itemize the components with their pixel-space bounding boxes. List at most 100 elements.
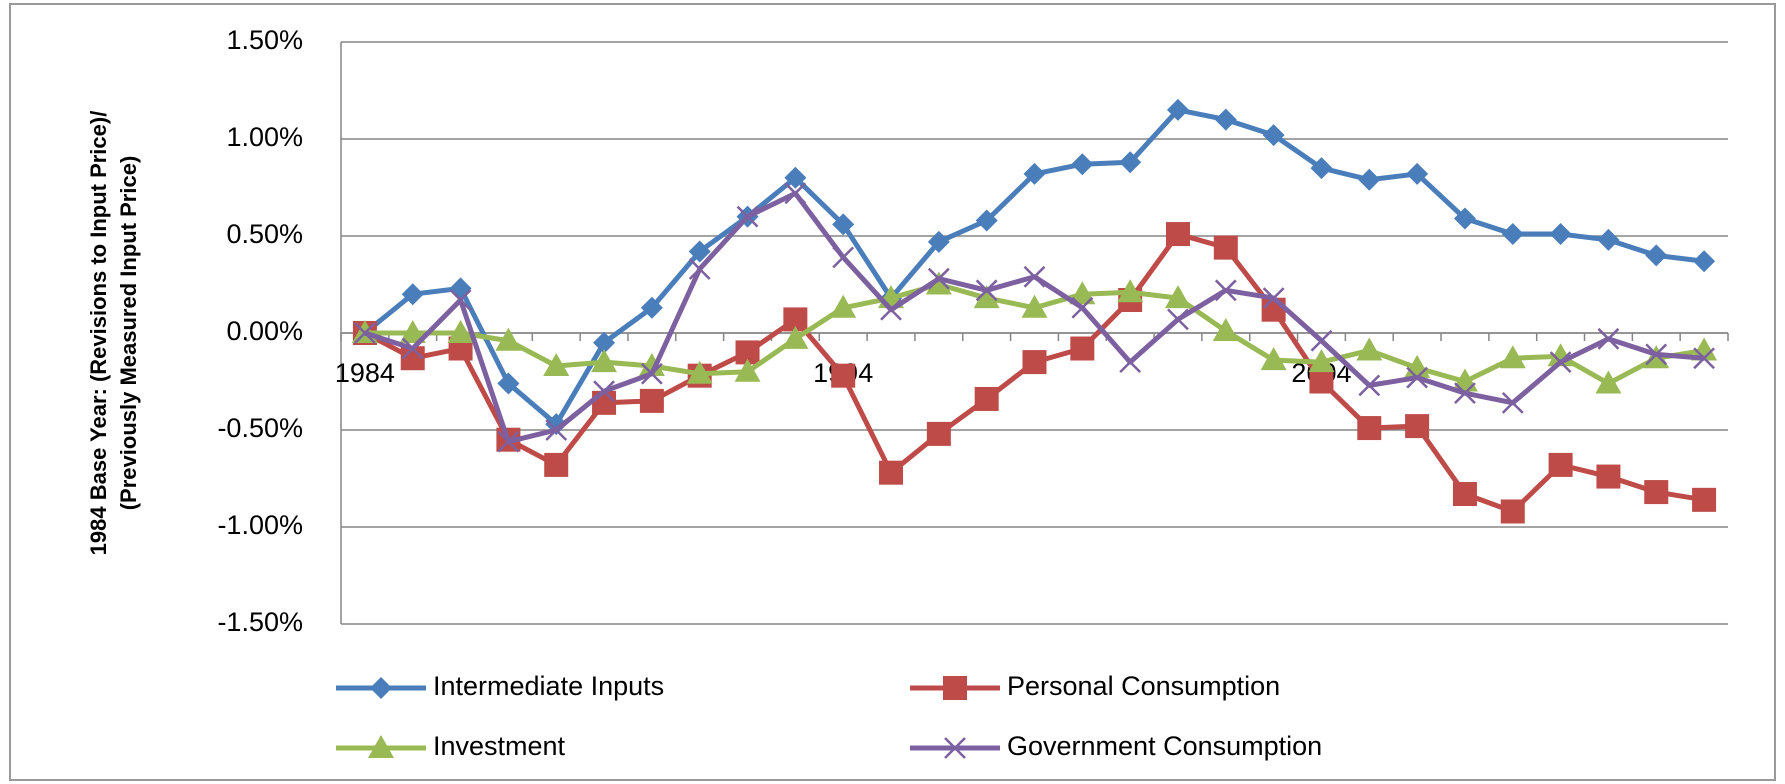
data-point: [1500, 499, 1525, 524]
y-tick-label: 1.00%: [226, 122, 303, 152]
data-point: [1262, 287, 1285, 309]
y-tick-label: 0.00%: [226, 316, 303, 346]
data-point: [1166, 98, 1189, 121]
data-point: [639, 388, 664, 413]
data-point: [593, 380, 615, 403]
data-point: [1310, 157, 1333, 180]
data-point: [1119, 151, 1142, 174]
data-point: [401, 283, 424, 306]
legend-marker: [368, 735, 394, 758]
data-point: [1023, 265, 1046, 288]
x-tick-label: 1984: [335, 358, 395, 388]
y-axis-label: 1984 Base Year: (Revisions to Input Pric…: [86, 111, 111, 556]
data-point: [974, 386, 999, 411]
chart-frame: [9, 3, 1776, 781]
legend-label: Personal Consumption: [1007, 671, 1280, 701]
data-point: [1452, 482, 1477, 507]
y-tick-label: 1.50%: [226, 25, 303, 55]
data-point: [1022, 350, 1047, 375]
data-point: [831, 363, 856, 388]
data-point: [1358, 374, 1381, 397]
data-point: [1692, 487, 1717, 512]
legend-label: Intermediate Inputs: [433, 671, 664, 701]
data-point: [1071, 153, 1094, 176]
data-point: [736, 205, 759, 228]
legend-marker: [370, 677, 392, 699]
data-point: [1499, 345, 1526, 369]
data-point: [879, 460, 904, 485]
y-tick-label: -1.00%: [217, 510, 303, 540]
data-point: [1165, 222, 1190, 247]
data-point: [1645, 343, 1668, 366]
y-tick-label: 0.50%: [226, 219, 303, 249]
series-line: [363, 107, 1705, 427]
data-point: [1261, 297, 1286, 322]
data-point: [926, 421, 951, 446]
data-point: [1260, 347, 1287, 371]
data-point: [1453, 207, 1476, 230]
data-point: [1262, 124, 1285, 147]
data-point: [782, 325, 809, 349]
data-point: [1406, 162, 1429, 185]
data-point: [1214, 279, 1237, 302]
data-point: [1023, 162, 1046, 185]
data-point: [1693, 347, 1715, 370]
data-point: [593, 331, 616, 354]
y-tick-label: -1.50%: [217, 607, 303, 637]
data-point: [688, 258, 711, 280]
data-point: [545, 419, 568, 441]
data-point: [401, 337, 424, 360]
data-point: [975, 209, 998, 232]
data-point: [1214, 108, 1237, 131]
data-point: [1119, 351, 1142, 373]
data-point: [1167, 308, 1189, 331]
data-point: [1309, 369, 1334, 394]
data-point: [1645, 244, 1668, 267]
data-point: [1595, 370, 1622, 394]
data-point: [1356, 337, 1383, 361]
data-point: [638, 352, 665, 376]
data-point: [449, 289, 472, 311]
data-point: [1548, 452, 1573, 477]
data-point: [1596, 464, 1621, 489]
data-point: [1597, 228, 1620, 251]
data-point: [1693, 250, 1716, 273]
data-point: [830, 294, 857, 318]
data-point: [975, 279, 998, 302]
data-point: [1691, 337, 1718, 361]
data-point: [1213, 235, 1238, 260]
data-point: [1358, 168, 1381, 191]
data-point: [1021, 294, 1048, 318]
legend-marker: [943, 676, 967, 700]
data-point: [447, 320, 474, 343]
data-point: [925, 271, 952, 295]
data-point: [1501, 223, 1524, 246]
data-point: [1357, 416, 1382, 441]
data-point: [1644, 480, 1669, 505]
data-point: [592, 390, 617, 415]
data-point: [1069, 281, 1096, 305]
data-point: [734, 358, 761, 382]
data-point: [832, 213, 855, 236]
data-point: [1501, 391, 1524, 414]
legend-marker: [944, 737, 966, 759]
data-point: [784, 182, 807, 205]
data-point: [1310, 329, 1333, 352]
data-point: [495, 327, 522, 351]
data-point: [354, 322, 376, 344]
data-point: [688, 240, 711, 263]
data-point: [880, 298, 902, 321]
data-point: [1405, 414, 1430, 439]
data-point: [1597, 327, 1620, 350]
data-point: [399, 320, 426, 343]
data-point: [640, 296, 663, 319]
legend-label: Government Consumption: [1007, 731, 1322, 761]
data-point: [686, 360, 713, 384]
data-point: [1070, 336, 1095, 361]
data-point: [497, 372, 520, 395]
data-point: [927, 267, 950, 290]
legend-label: Investment: [433, 731, 566, 761]
data-point: [543, 352, 570, 376]
data-point: [544, 452, 569, 477]
